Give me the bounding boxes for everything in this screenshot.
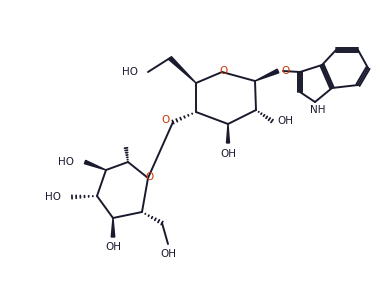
Text: NH: NH — [310, 105, 326, 115]
Text: HO: HO — [122, 67, 138, 77]
Text: HO: HO — [58, 157, 74, 167]
Text: OH: OH — [277, 116, 293, 126]
Text: OH: OH — [220, 149, 236, 159]
Text: O: O — [146, 172, 154, 182]
Polygon shape — [84, 160, 106, 170]
Polygon shape — [169, 57, 196, 83]
Polygon shape — [226, 124, 229, 143]
Text: OH: OH — [160, 249, 176, 259]
Polygon shape — [255, 69, 279, 81]
Text: O: O — [219, 66, 227, 76]
Polygon shape — [111, 218, 115, 237]
Text: HO: HO — [45, 192, 61, 202]
Text: OH: OH — [105, 242, 121, 252]
Text: O: O — [282, 66, 290, 76]
Text: O: O — [162, 115, 170, 125]
